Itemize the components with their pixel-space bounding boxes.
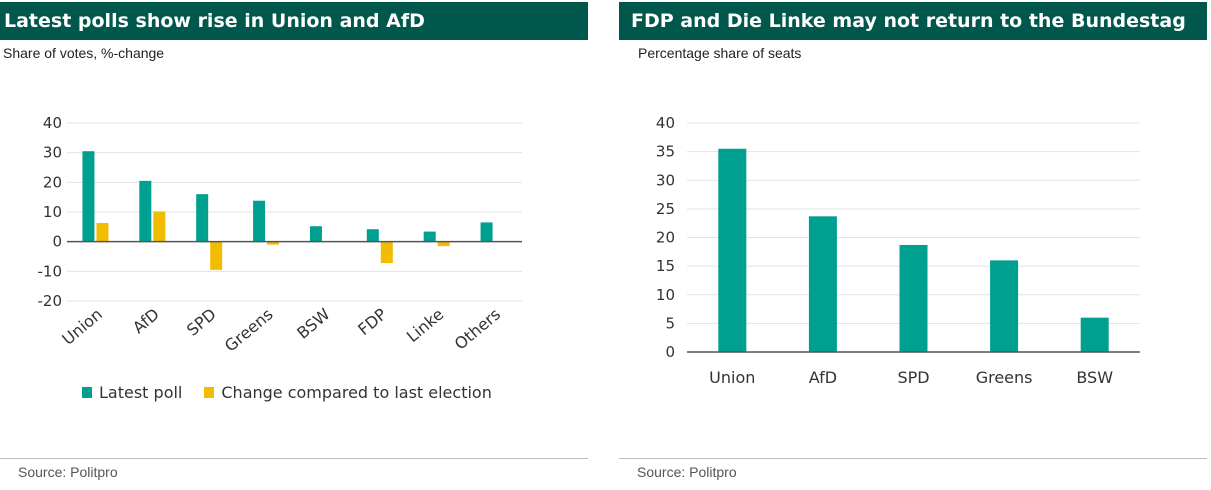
bar-greens xyxy=(990,260,1019,352)
bar-change-greens xyxy=(267,241,280,245)
left-chart-title: Latest polls show rise in Union and AfD xyxy=(0,2,588,40)
y-tick-label: 40 xyxy=(43,114,62,132)
y-tick-label: 35 xyxy=(656,143,675,161)
right-bar-chart: 40 35 30 25 20 15 10 5 0 Union AfD SPD Greens BSW xyxy=(656,114,1140,387)
x-category-label: SPD xyxy=(183,305,220,340)
left-chart-subtitle: Share of votes, %-change xyxy=(3,45,165,61)
y-tick-label: 30 xyxy=(43,144,62,162)
y-tick-label: 30 xyxy=(656,171,675,189)
x-category-label: AfD xyxy=(809,368,837,387)
left-source-divider xyxy=(0,458,588,459)
y-tick-label: -20 xyxy=(38,292,63,310)
y-tick-label: 10 xyxy=(656,286,675,304)
y-tick-label: 0 xyxy=(665,343,675,361)
y-tick-label: 5 xyxy=(665,314,675,332)
right-chart-panel: FDP and Die Linke may not return to the … xyxy=(619,0,1207,490)
left-chart-legend: Latest poll Change compared to last elec… xyxy=(82,383,514,402)
bar-change-spd xyxy=(210,241,223,270)
right-source-note: Source: Politpro xyxy=(637,464,737,480)
legend-item-latest-poll: Latest poll xyxy=(82,383,182,402)
bar-change-union xyxy=(96,222,109,242)
legend-swatch-latest-poll xyxy=(82,387,92,398)
y-tick-label: 0 xyxy=(52,233,62,251)
bar-union xyxy=(718,148,747,352)
y-tick-label: 20 xyxy=(43,173,62,191)
x-category-label: FDP xyxy=(354,304,390,339)
y-tick-label: 20 xyxy=(656,229,675,247)
right-chart-subtitle: Percentage share of seats xyxy=(638,45,802,61)
bar-bsw xyxy=(1080,317,1109,352)
bar-afd xyxy=(808,216,837,352)
bar-spd xyxy=(899,244,928,352)
x-category-label: BSW xyxy=(293,304,333,342)
bar-latest-poll-greens xyxy=(253,200,266,242)
x-category-label: SPD xyxy=(897,368,929,387)
x-category-label: Union xyxy=(58,305,106,349)
legend-item-change: Change compared to last election xyxy=(204,383,492,402)
y-tick-label: 10 xyxy=(43,203,62,221)
bar-latest-poll-fdp xyxy=(366,229,379,242)
y-tick-label: -10 xyxy=(38,262,63,280)
legend-label-latest-poll: Latest poll xyxy=(99,383,183,402)
bar-latest-poll-afd xyxy=(139,180,152,242)
x-category-label: BSW xyxy=(1076,368,1113,387)
bar-latest-poll-bsw xyxy=(309,226,322,242)
x-category-label: Union xyxy=(709,368,755,387)
y-tick-label: 25 xyxy=(656,200,675,218)
y-tick-label: 40 xyxy=(656,114,675,132)
x-category-label: Linke xyxy=(403,305,447,347)
x-category-label: Others xyxy=(451,305,504,354)
left-chart-panel: Latest polls show rise in Union and AfD … xyxy=(0,0,588,490)
legend-swatch-change xyxy=(204,387,215,398)
left-source-note: Source: Politpro xyxy=(18,464,118,480)
y-tick-label: 15 xyxy=(656,257,675,275)
x-category-label: AfD xyxy=(129,305,163,338)
bar-change-afd xyxy=(153,211,166,242)
right-source-divider xyxy=(619,458,1207,459)
bar-change-fdp xyxy=(380,241,393,264)
bar-latest-poll-spd xyxy=(196,194,209,242)
x-category-label: Greens xyxy=(976,368,1033,387)
bar-latest-poll-others xyxy=(480,222,493,242)
legend-label-change: Change compared to last election xyxy=(221,383,492,402)
x-category-label: Greens xyxy=(221,305,277,356)
bar-latest-poll-union xyxy=(82,151,95,242)
bar-latest-poll-linke xyxy=(423,231,436,242)
bar-change-linke xyxy=(437,241,450,247)
right-chart-title: FDP and Die Linke may not return to the … xyxy=(619,2,1207,40)
